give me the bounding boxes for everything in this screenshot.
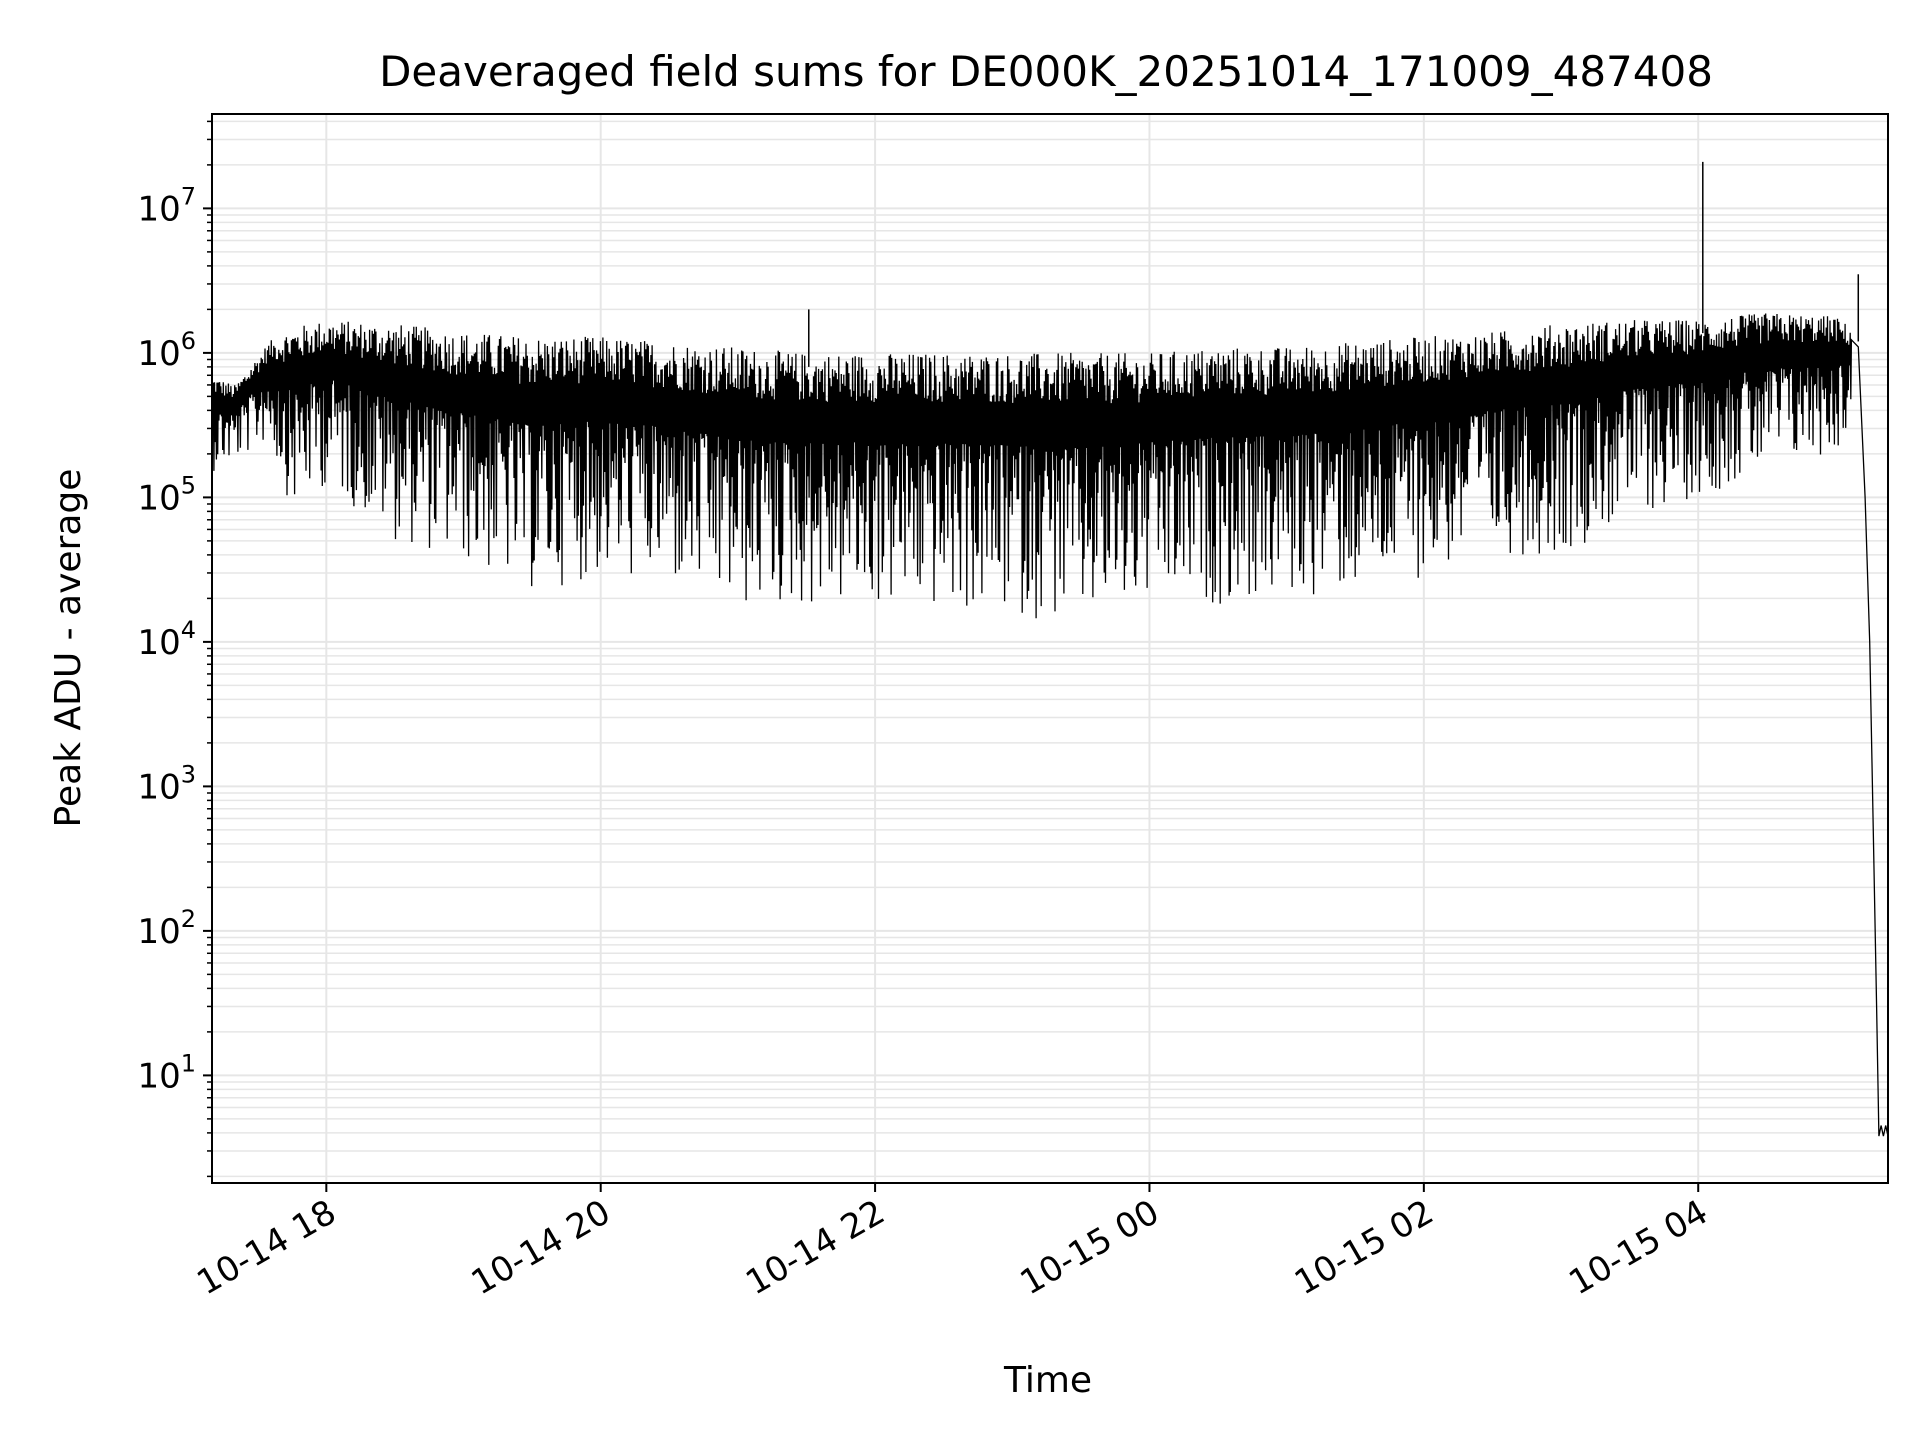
- y-axis: 101 102 103 104 105 106 107: [137, 120, 212, 1178]
- y-tick-label: 101: [137, 1049, 196, 1096]
- grid: [212, 114, 1888, 1183]
- chart-title: Deaveraged field sums for DE000K_2025101…: [379, 47, 1713, 96]
- x-tick-label: 10-15 04: [1562, 1192, 1714, 1303]
- y-tick-label: 107: [137, 182, 196, 229]
- series-line: [211, 313, 1889, 1137]
- x-tick-label: 10-14 20: [465, 1192, 617, 1303]
- x-axis-label: Time: [1003, 1360, 1092, 1401]
- data-series: [211, 161, 1889, 1137]
- x-tick-label: 10-15 02: [1288, 1192, 1440, 1303]
- y-tick-label: 106: [137, 327, 196, 374]
- x-tick-label: 10-14 22: [739, 1192, 891, 1303]
- y-tick-label: 105: [137, 471, 196, 518]
- x-axis: 10-14 18 10-14 20 10-14 22 10-15 00 10-15 02…: [190, 1183, 1715, 1303]
- y-tick-label: 103: [137, 760, 196, 807]
- y-tick-label: 102: [137, 905, 196, 952]
- x-tick-label: 10-15 00: [1014, 1192, 1166, 1303]
- x-tick-label: 10-14 18: [190, 1192, 342, 1303]
- y-tick-label: 104: [137, 616, 196, 663]
- y-axis-label: Peak ADU - average: [48, 469, 89, 828]
